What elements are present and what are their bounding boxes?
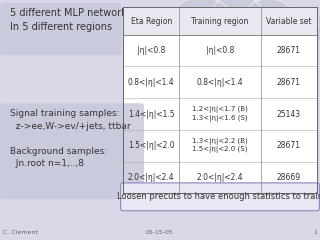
- Text: |η|<0.8: |η|<0.8: [137, 46, 165, 55]
- Circle shape: [299, 16, 320, 42]
- Text: 05-15-05: 05-15-05: [146, 230, 174, 235]
- FancyBboxPatch shape: [0, 103, 144, 199]
- Bar: [123, 7, 317, 35]
- Text: Loosen precuts to have enough statistics to train: Loosen precuts to have enough statistics…: [117, 192, 320, 201]
- Text: Training region: Training region: [191, 17, 249, 25]
- Text: 1: 1: [313, 230, 317, 235]
- Bar: [123, 7, 317, 193]
- Text: Eta Region: Eta Region: [131, 17, 172, 25]
- Circle shape: [211, 0, 262, 34]
- Text: 1.5<|η|<2.0: 1.5<|η|<2.0: [128, 141, 175, 150]
- Circle shape: [277, 8, 318, 40]
- Text: 0.8<|η|<1.4: 0.8<|η|<1.4: [128, 78, 175, 87]
- Text: 1.4<|η|<1.5: 1.4<|η|<1.5: [128, 109, 175, 119]
- Circle shape: [170, 0, 234, 46]
- Text: 28671: 28671: [277, 78, 301, 87]
- FancyBboxPatch shape: [121, 183, 319, 211]
- Text: 2.0<|η|<2.4: 2.0<|η|<2.4: [197, 173, 243, 182]
- Text: 25143: 25143: [277, 109, 301, 119]
- Text: Signal training samples:
  z->ee,W->ev/+jets, ttbar

Background samples:
  Jn.ro: Signal training samples: z->ee,W->ev/+je…: [10, 109, 130, 168]
- FancyBboxPatch shape: [0, 2, 122, 55]
- Text: 28671: 28671: [277, 141, 301, 150]
- Text: 28669: 28669: [277, 173, 301, 182]
- Text: 5 different MLP networks
In 5 different regions: 5 different MLP networks In 5 different …: [10, 8, 132, 32]
- Circle shape: [245, 0, 293, 35]
- Text: 1.5<|η|<2.0 (S): 1.5<|η|<2.0 (S): [192, 146, 248, 153]
- Text: 28671: 28671: [277, 46, 301, 55]
- Text: Variable set: Variable set: [266, 17, 311, 25]
- Text: 1.2<|η|<1.7 (B): 1.2<|η|<1.7 (B): [192, 106, 248, 113]
- Text: C. Clement: C. Clement: [3, 230, 38, 235]
- Text: 2.0<|η|<2.4: 2.0<|η|<2.4: [128, 173, 175, 182]
- Text: 0.8<|η|<1.4: 0.8<|η|<1.4: [197, 78, 243, 87]
- Text: |η|<0.8: |η|<0.8: [206, 46, 234, 55]
- Text: 1.3<|η|<2.2 (B): 1.3<|η|<2.2 (B): [192, 138, 248, 145]
- Text: 1.3<|η|<1.6 (S): 1.3<|η|<1.6 (S): [192, 115, 248, 122]
